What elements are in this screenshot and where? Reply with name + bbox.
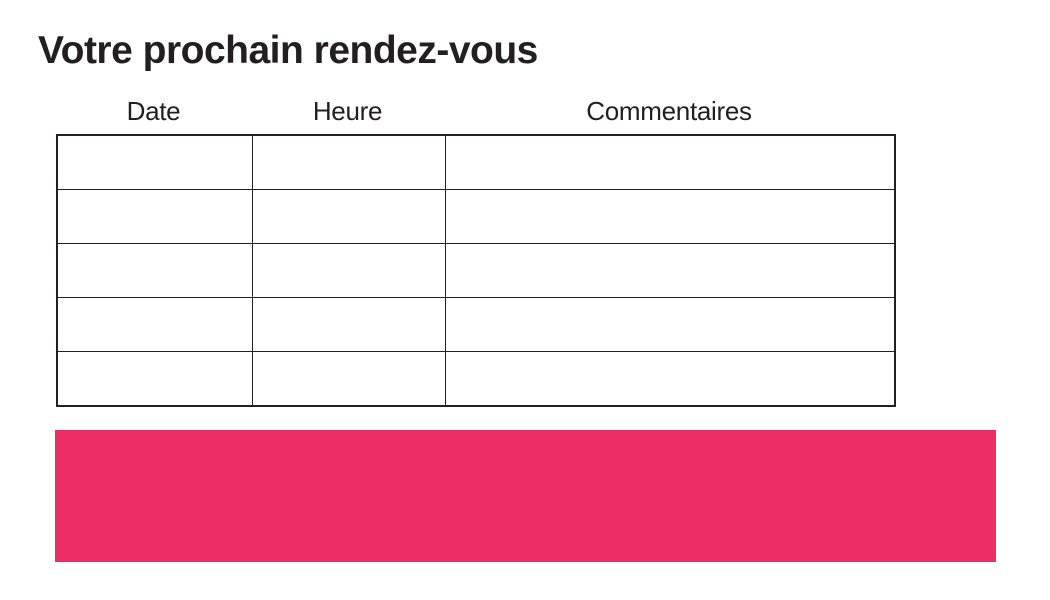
table-cell <box>251 188 446 244</box>
table-cell <box>251 134 446 190</box>
table-cell <box>251 351 446 407</box>
table-cell <box>444 297 896 353</box>
page-title: Votre prochain rendez-vous <box>38 29 538 72</box>
table-row <box>56 351 896 407</box>
table-row <box>56 134 896 190</box>
table-cell <box>251 297 446 353</box>
table-cell <box>251 242 446 299</box>
table-header-row: Date Heure Commentaires <box>56 92 894 130</box>
table-cell <box>444 188 896 244</box>
appointments-table-area: Date Heure Commentaires <box>56 92 896 407</box>
appointments-table <box>56 134 896 407</box>
column-header-heure: Heure <box>312 95 383 126</box>
table-cell <box>56 134 253 190</box>
table-cell <box>56 351 253 407</box>
table-cell <box>56 297 253 353</box>
table-cell <box>56 242 253 299</box>
table-row <box>56 242 896 299</box>
column-header-date: Date <box>126 95 181 126</box>
appointments-table-body <box>56 134 896 407</box>
table-row <box>56 188 896 244</box>
table-row <box>56 297 896 353</box>
brand-banner <box>55 430 996 562</box>
table-cell <box>444 134 896 190</box>
table-cell <box>56 188 253 244</box>
table-cell <box>444 242 896 299</box>
column-header-commentaires: Commentaires <box>586 95 752 126</box>
table-cell <box>444 351 896 407</box>
